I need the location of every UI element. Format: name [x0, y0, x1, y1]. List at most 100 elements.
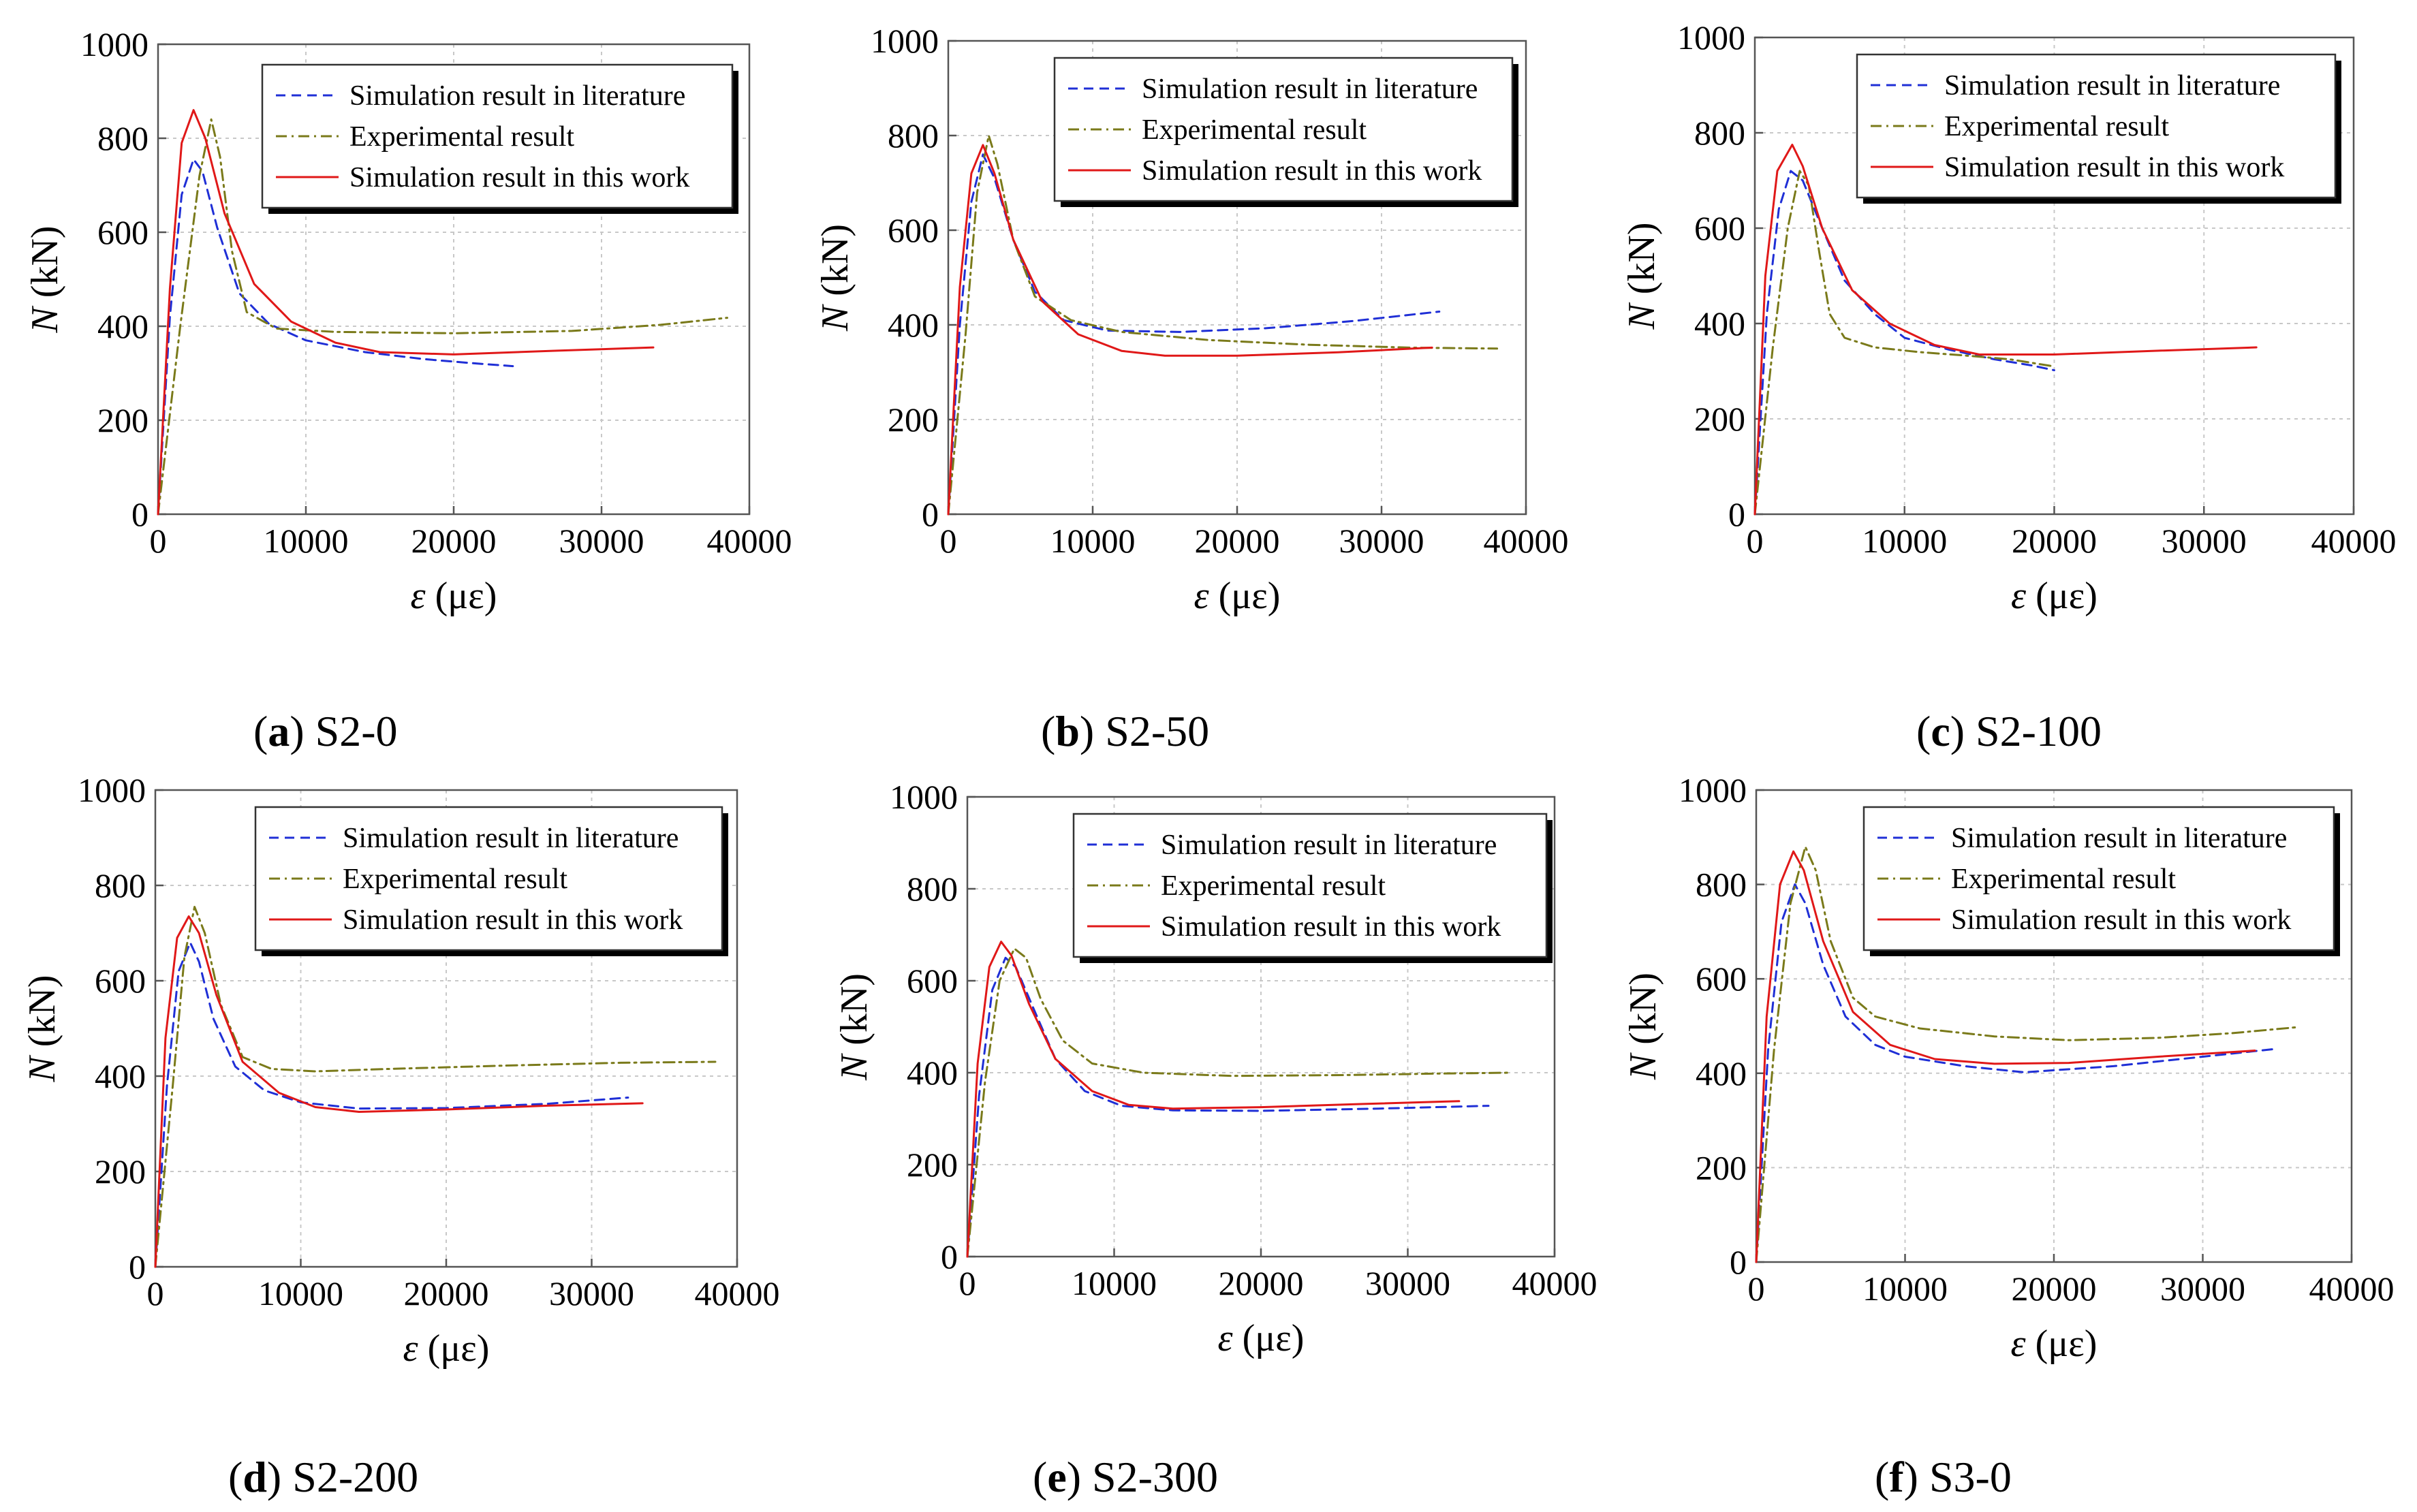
caption-name: S2-300	[1092, 1453, 1218, 1501]
y-axis-unit: (kN)	[24, 225, 66, 307]
caption-paren-open: (	[1916, 707, 1931, 755]
y-axis-symbol: N	[1622, 1052, 1664, 1080]
y-axis-label: N (kN)	[1622, 973, 1664, 1080]
y-tick-label: 800	[97, 119, 149, 157]
series-line-literature	[1753, 170, 2055, 516]
x-tick-label: 40000	[2309, 1270, 2395, 1308]
x-tick-label: 30000	[2160, 1270, 2245, 1308]
caption-letter: c	[1931, 707, 1950, 755]
y-tick-label: 400	[1694, 304, 1745, 343]
y-tick-label: 600	[907, 962, 958, 1000]
series-line-this_work	[154, 915, 644, 1268]
chart-panel-d: 0 10000 20000 30000 40000 0 200 400 600 800 1000 ε …	[21, 771, 780, 1501]
x-tick-label: 20000	[1219, 1264, 1304, 1302]
caption-paren-close: )	[1904, 1453, 1929, 1501]
x-tick-label: 10000	[264, 522, 349, 560]
x-tick-label: 20000	[2012, 1270, 2097, 1308]
y-tick-label: 600	[888, 211, 939, 249]
y-tick-label: 0	[941, 1238, 958, 1276]
legend-label-experimental: Experimental result	[1951, 864, 2176, 895]
legend-label-experimental: Experimental result	[1161, 870, 1386, 902]
y-axis-unit: (kN)	[1622, 973, 1664, 1054]
series-line-experimental	[1755, 845, 2301, 1263]
y-tick-label: 800	[907, 870, 958, 908]
x-tick-label: 0	[1747, 522, 1764, 560]
x-axis-label: ε (με)	[1194, 575, 1281, 617]
series-line-this_work	[947, 144, 1433, 516]
x-tick-label: 40000	[1484, 522, 1569, 560]
panel-caption: (c) S2-100	[1916, 707, 2102, 755]
y-tick-label: 400	[1696, 1054, 1747, 1092]
caption-paren-open: (	[1033, 1453, 1047, 1501]
chart-panel-e: 0 10000 20000 30000 40000 0 200 400 600 800 1000 ε …	[833, 778, 1597, 1501]
x-axis-symbol: ε	[411, 575, 426, 617]
y-tick-label: 200	[95, 1152, 146, 1191]
caption-paren-close: )	[290, 707, 315, 755]
y-tick-label: 600	[1694, 209, 1745, 247]
y-axis-label: N (kN)	[814, 224, 856, 332]
caption-name: S2-0	[315, 707, 398, 755]
series-line-literature	[947, 153, 1441, 516]
legend-box	[1856, 53, 2337, 199]
x-axis-unit: (με)	[426, 575, 497, 617]
y-tick-label: 0	[129, 1248, 146, 1286]
series-line-experimental	[154, 906, 717, 1268]
x-axis-symbol: ε	[1194, 575, 1210, 617]
y-tick-label: 200	[888, 400, 939, 439]
y-tick-label: 1000	[1679, 771, 1747, 809]
caption-name: S3-0	[1929, 1453, 2012, 1501]
legend-label-this_work: Simulation result in this work	[1951, 904, 2291, 936]
x-tick-label: 20000	[2012, 522, 2097, 560]
y-axis-unit: (kN)	[21, 975, 63, 1056]
caption-name: S2-200	[292, 1453, 418, 1501]
x-tick-label: 20000	[404, 1274, 489, 1312]
y-tick-label: 600	[97, 213, 149, 251]
x-tick-label: 40000	[707, 522, 792, 560]
y-tick-label: 1000	[1677, 18, 1745, 57]
y-tick-label: 1000	[78, 771, 146, 809]
x-axis-unit: (με)	[418, 1327, 490, 1370]
legend: Simulation result in literature Experimen…	[254, 806, 728, 956]
legend-label-literature: Simulation result in literature	[343, 823, 679, 854]
y-axis-label: N (kN)	[21, 975, 63, 1082]
series-line-this_work	[1753, 144, 2258, 516]
x-tick-label: 10000	[1862, 522, 1947, 560]
x-axis-unit: (με)	[2026, 1323, 2098, 1365]
y-tick-label: 1000	[890, 778, 958, 816]
x-axis-label: ε (με)	[1218, 1317, 1305, 1359]
panel-caption: (d) S2-200	[228, 1453, 418, 1501]
y-tick-label: 0	[131, 495, 149, 533]
caption-name: S2-50	[1105, 707, 1209, 755]
caption-letter: f	[1889, 1453, 1904, 1501]
y-tick-label: 600	[95, 962, 146, 1000]
x-tick-label: 10000	[1862, 1270, 1948, 1308]
series-line-literature	[1755, 883, 2279, 1263]
y-tick-label: 800	[1696, 866, 1747, 904]
legend-label-experimental: Experimental result	[349, 121, 574, 153]
x-axis-label: ε (με)	[411, 575, 497, 617]
y-tick-label: 400	[97, 307, 149, 345]
caption-paren-close: )	[1080, 707, 1105, 755]
y-axis-unit: (kN)	[814, 224, 856, 306]
caption-letter: e	[1047, 1453, 1066, 1501]
panel-caption: (e) S2-300	[1033, 1453, 1218, 1501]
x-axis-label: ε (με)	[2011, 1323, 2098, 1365]
x-tick-label: 0	[150, 522, 167, 560]
y-tick-label: 800	[95, 866, 146, 904]
legend-label-this_work: Simulation result in this work	[349, 162, 689, 193]
y-axis-symbol: N	[1621, 302, 1663, 330]
legend-label-this_work: Simulation result in this work	[343, 904, 683, 936]
caption-paren-close: )	[267, 1453, 292, 1501]
x-tick-label: 20000	[411, 522, 497, 560]
y-tick-label: 800	[888, 116, 939, 155]
panel-caption: (f) S3-0	[1875, 1453, 2012, 1501]
x-axis-symbol: ε	[2011, 1323, 2027, 1365]
series-line-literature	[157, 158, 514, 516]
x-axis-label: ε (με)	[403, 1327, 490, 1370]
x-axis-symbol: ε	[403, 1327, 419, 1370]
series-line-experimental	[157, 118, 728, 516]
panel-caption: (b) S2-50	[1041, 707, 1209, 755]
y-axis-symbol: N	[24, 306, 66, 334]
chart-panel-b: 0 10000 20000 30000 40000 0 200 400 600 800 1000 ε …	[814, 22, 1569, 755]
caption-paren-open: (	[1041, 707, 1055, 755]
